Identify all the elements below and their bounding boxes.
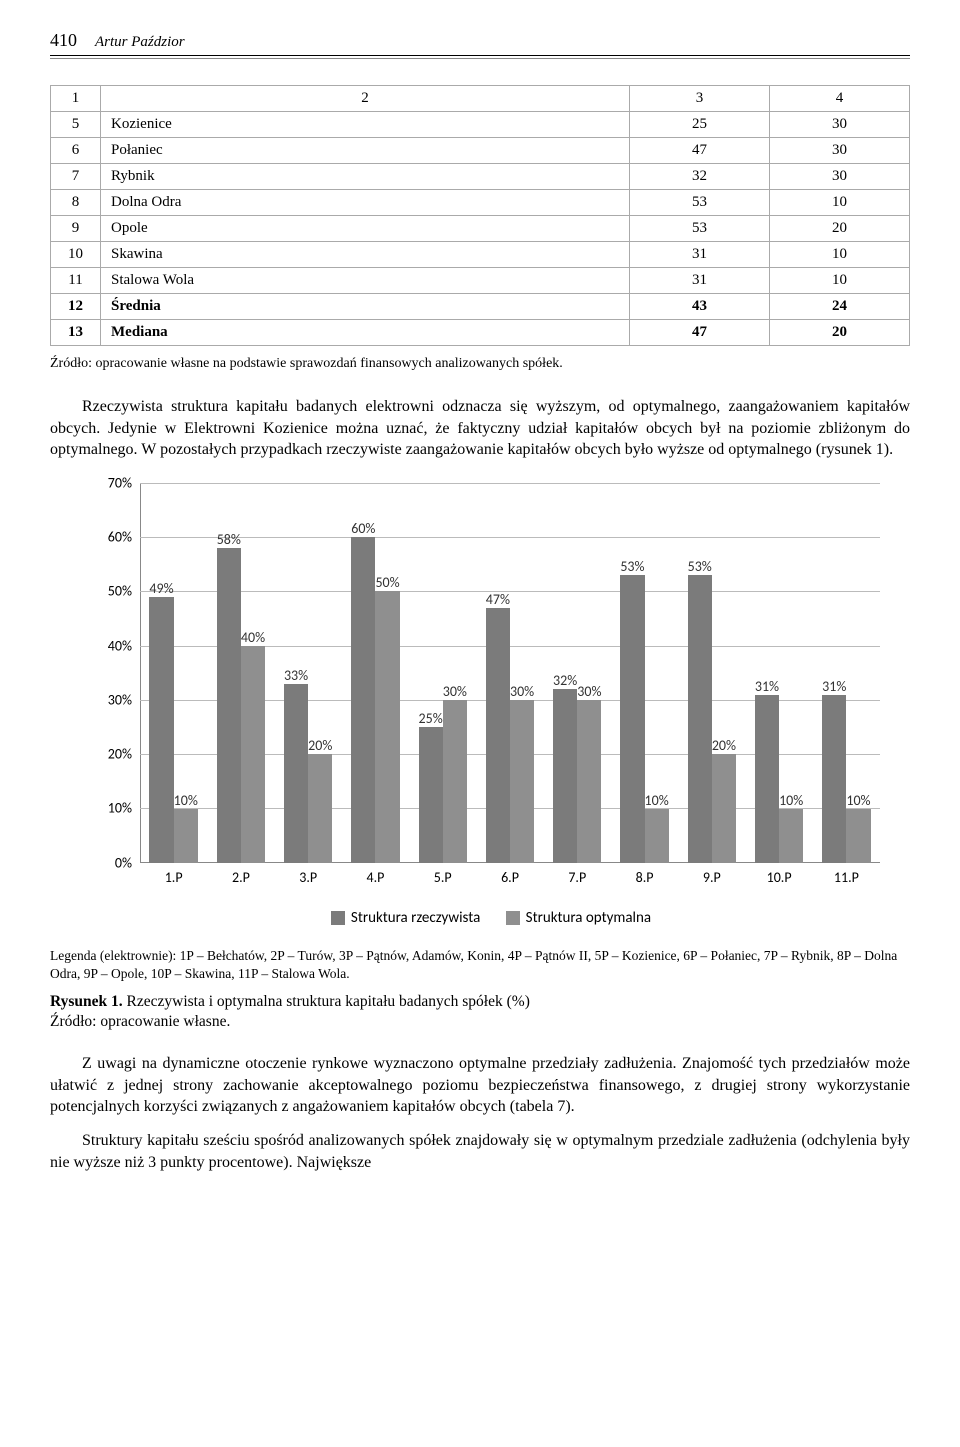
y-tick-label: 30% xyxy=(108,691,132,708)
y-tick-label: 60% xyxy=(108,529,132,546)
bar-series1 xyxy=(688,575,712,863)
table-caption: Źródło: opracowanie własne na podstawie … xyxy=(50,356,910,372)
author-name: Artur Paździor xyxy=(95,34,185,51)
y-tick-label: 20% xyxy=(108,746,132,763)
bar-series2 xyxy=(712,754,736,863)
bar-series2 xyxy=(308,754,332,863)
bar-label: 20% xyxy=(295,737,345,754)
x-tick-label: 8.P xyxy=(636,869,654,886)
bar-series2 xyxy=(375,591,399,862)
bar-label: 53% xyxy=(607,558,657,575)
paragraph-1: Rzeczywista struktura kapitału badanych … xyxy=(50,396,910,461)
y-tick-label: 10% xyxy=(108,800,132,817)
bar-label: 47% xyxy=(473,591,523,608)
bar-chart: 0% 10% 20% 30% 40% 50% 60% 70% 49% 10% 1.P 58% 40% 2.… xyxy=(80,473,890,903)
y-tick-label: 40% xyxy=(108,637,132,654)
x-tick-label: 10.P xyxy=(767,869,792,886)
bar-series2 xyxy=(779,809,803,863)
x-tick-label: 2.P xyxy=(232,869,250,886)
bar-series2 xyxy=(577,700,601,863)
bar-label: 33% xyxy=(271,667,321,684)
bar-label: 30% xyxy=(430,683,480,700)
x-tick-label: 7.P xyxy=(568,869,586,886)
paragraph-2: Z uwagi na dynamiczne otoczenie rynkowe … xyxy=(50,1053,910,1118)
bar-label: 60% xyxy=(338,520,388,537)
bar-label: 10% xyxy=(632,792,682,809)
page-number: 410 xyxy=(50,30,77,51)
y-tick-label: 50% xyxy=(108,583,132,600)
bar-series2 xyxy=(645,809,669,863)
bar-label: 49% xyxy=(137,580,187,597)
x-tick-label: 1.P xyxy=(165,869,183,886)
legend-swatch-1 xyxy=(331,911,345,925)
page-header: 410 Artur Paździor xyxy=(50,30,910,51)
x-tick-label: 6.P xyxy=(501,869,519,886)
bar-label: 20% xyxy=(699,737,749,754)
x-tick-label: 4.P xyxy=(367,869,385,886)
bar-series2 xyxy=(846,809,870,863)
bar-label: 40% xyxy=(228,629,278,646)
chart-container: 0% 10% 20% 30% 40% 50% 60% 70% 49% 10% 1.P 58% 40% 2.… xyxy=(50,473,910,927)
x-tick-label: 3.P xyxy=(299,869,317,886)
bar-series1 xyxy=(620,575,644,863)
legend-swatch-2 xyxy=(506,911,520,925)
bar-label: 10% xyxy=(833,792,883,809)
chart-legend: Struktura rzeczywista Struktura optymaln… xyxy=(50,909,910,927)
y-tick-label: 0% xyxy=(115,854,132,871)
bar-label: 30% xyxy=(564,683,614,700)
bar-label: 58% xyxy=(204,531,254,548)
bar-label: 25% xyxy=(406,710,456,727)
bar-label: 31% xyxy=(809,678,859,695)
bar-series1 xyxy=(419,727,443,863)
figure-title: Rysunek 1. Rzeczywista i optymalna struk… xyxy=(50,993,910,1011)
figure-source: Źródło: opracowanie własne. xyxy=(50,1013,910,1031)
x-tick-label: 11.P xyxy=(834,869,859,886)
bar-series1 xyxy=(822,695,846,863)
bar-label: 10% xyxy=(161,792,211,809)
legend-label-2: Struktura optymalna xyxy=(526,909,651,927)
bar-series2 xyxy=(510,700,534,863)
paragraph-3: Struktury kapitału sześciu spośród anali… xyxy=(50,1130,910,1173)
bar-series1 xyxy=(284,684,308,863)
bar-label: 10% xyxy=(766,792,816,809)
bar-series2 xyxy=(174,809,198,863)
bar-series1 xyxy=(486,608,510,863)
y-tick-label: 70% xyxy=(108,474,132,491)
bar-series2 xyxy=(241,646,265,863)
header-rule-top xyxy=(50,55,910,56)
x-tick-label: 9.P xyxy=(703,869,721,886)
chart-legend-text: Legenda (elektrownie): 1P – Bełchatów, 2… xyxy=(50,947,910,983)
bar-series1 xyxy=(217,548,241,863)
header-rule-bottom xyxy=(50,58,910,59)
x-tick-label: 5.P xyxy=(434,869,452,886)
bar-series1 xyxy=(149,597,173,863)
gridline xyxy=(140,483,880,484)
bar-series1 xyxy=(755,695,779,863)
data-table: 12345Kozienice25306Połaniec47307Rybnik32… xyxy=(50,85,910,346)
bar-series1 xyxy=(553,689,577,863)
bar-label: 53% xyxy=(675,558,725,575)
bar-label: 50% xyxy=(363,574,413,591)
bar-label: 31% xyxy=(742,678,792,695)
legend-label-1: Struktura rzeczywista xyxy=(351,909,480,927)
